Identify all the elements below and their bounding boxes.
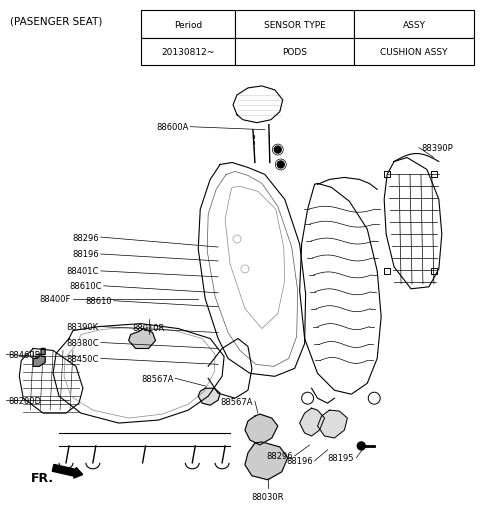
Circle shape	[357, 442, 365, 450]
Bar	[141, 38, 235, 66]
Text: FR.: FR.	[31, 471, 54, 484]
Text: Period: Period	[174, 21, 202, 29]
Polygon shape	[318, 411, 348, 438]
Text: 88567A: 88567A	[141, 374, 173, 383]
Polygon shape	[245, 442, 288, 480]
Polygon shape	[198, 388, 220, 406]
Bar	[141, 11, 235, 38]
Polygon shape	[33, 349, 45, 367]
Text: ASSY: ASSY	[403, 21, 425, 29]
Text: SENSOR TYPE: SENSOR TYPE	[264, 21, 325, 29]
Polygon shape	[245, 414, 278, 445]
Text: 88196: 88196	[72, 250, 99, 259]
Circle shape	[277, 162, 284, 169]
Circle shape	[274, 147, 281, 154]
Bar	[235, 11, 354, 38]
FancyArrow shape	[52, 465, 83, 478]
Text: 88610C: 88610C	[69, 282, 102, 291]
Text: 88296: 88296	[72, 233, 99, 242]
Text: 88567A: 88567A	[220, 397, 253, 406]
Text: 88195: 88195	[328, 453, 354, 463]
Text: 88030R: 88030R	[252, 492, 284, 500]
Text: 88200D: 88200D	[8, 396, 41, 405]
Text: (PASENGER SEAT): (PASENGER SEAT)	[10, 17, 102, 26]
Text: 88610: 88610	[85, 296, 112, 306]
Bar	[431, 268, 437, 274]
Bar	[431, 172, 437, 178]
Text: 88390P: 88390P	[421, 144, 453, 153]
Text: 88196: 88196	[286, 457, 312, 466]
Polygon shape	[129, 329, 156, 349]
Bar	[354, 11, 474, 38]
Text: PODS: PODS	[282, 48, 307, 57]
Text: 88450C: 88450C	[66, 354, 99, 363]
Bar	[384, 172, 390, 178]
Bar	[354, 38, 474, 66]
Text: 88401C: 88401C	[66, 267, 99, 276]
Text: 88400F: 88400F	[40, 294, 71, 304]
Text: 20130812~: 20130812~	[161, 48, 215, 57]
Text: 88600A: 88600A	[156, 123, 188, 132]
Polygon shape	[300, 409, 324, 436]
Text: 88296: 88296	[266, 451, 293, 461]
Text: 88390K: 88390K	[67, 323, 99, 331]
Text: 88460B: 88460B	[8, 350, 41, 359]
Text: CUSHION ASSY: CUSHION ASSY	[380, 48, 448, 57]
Bar	[384, 268, 390, 274]
Bar	[235, 38, 354, 66]
Text: 88010R: 88010R	[132, 323, 165, 332]
Text: 88380C: 88380C	[66, 338, 99, 347]
